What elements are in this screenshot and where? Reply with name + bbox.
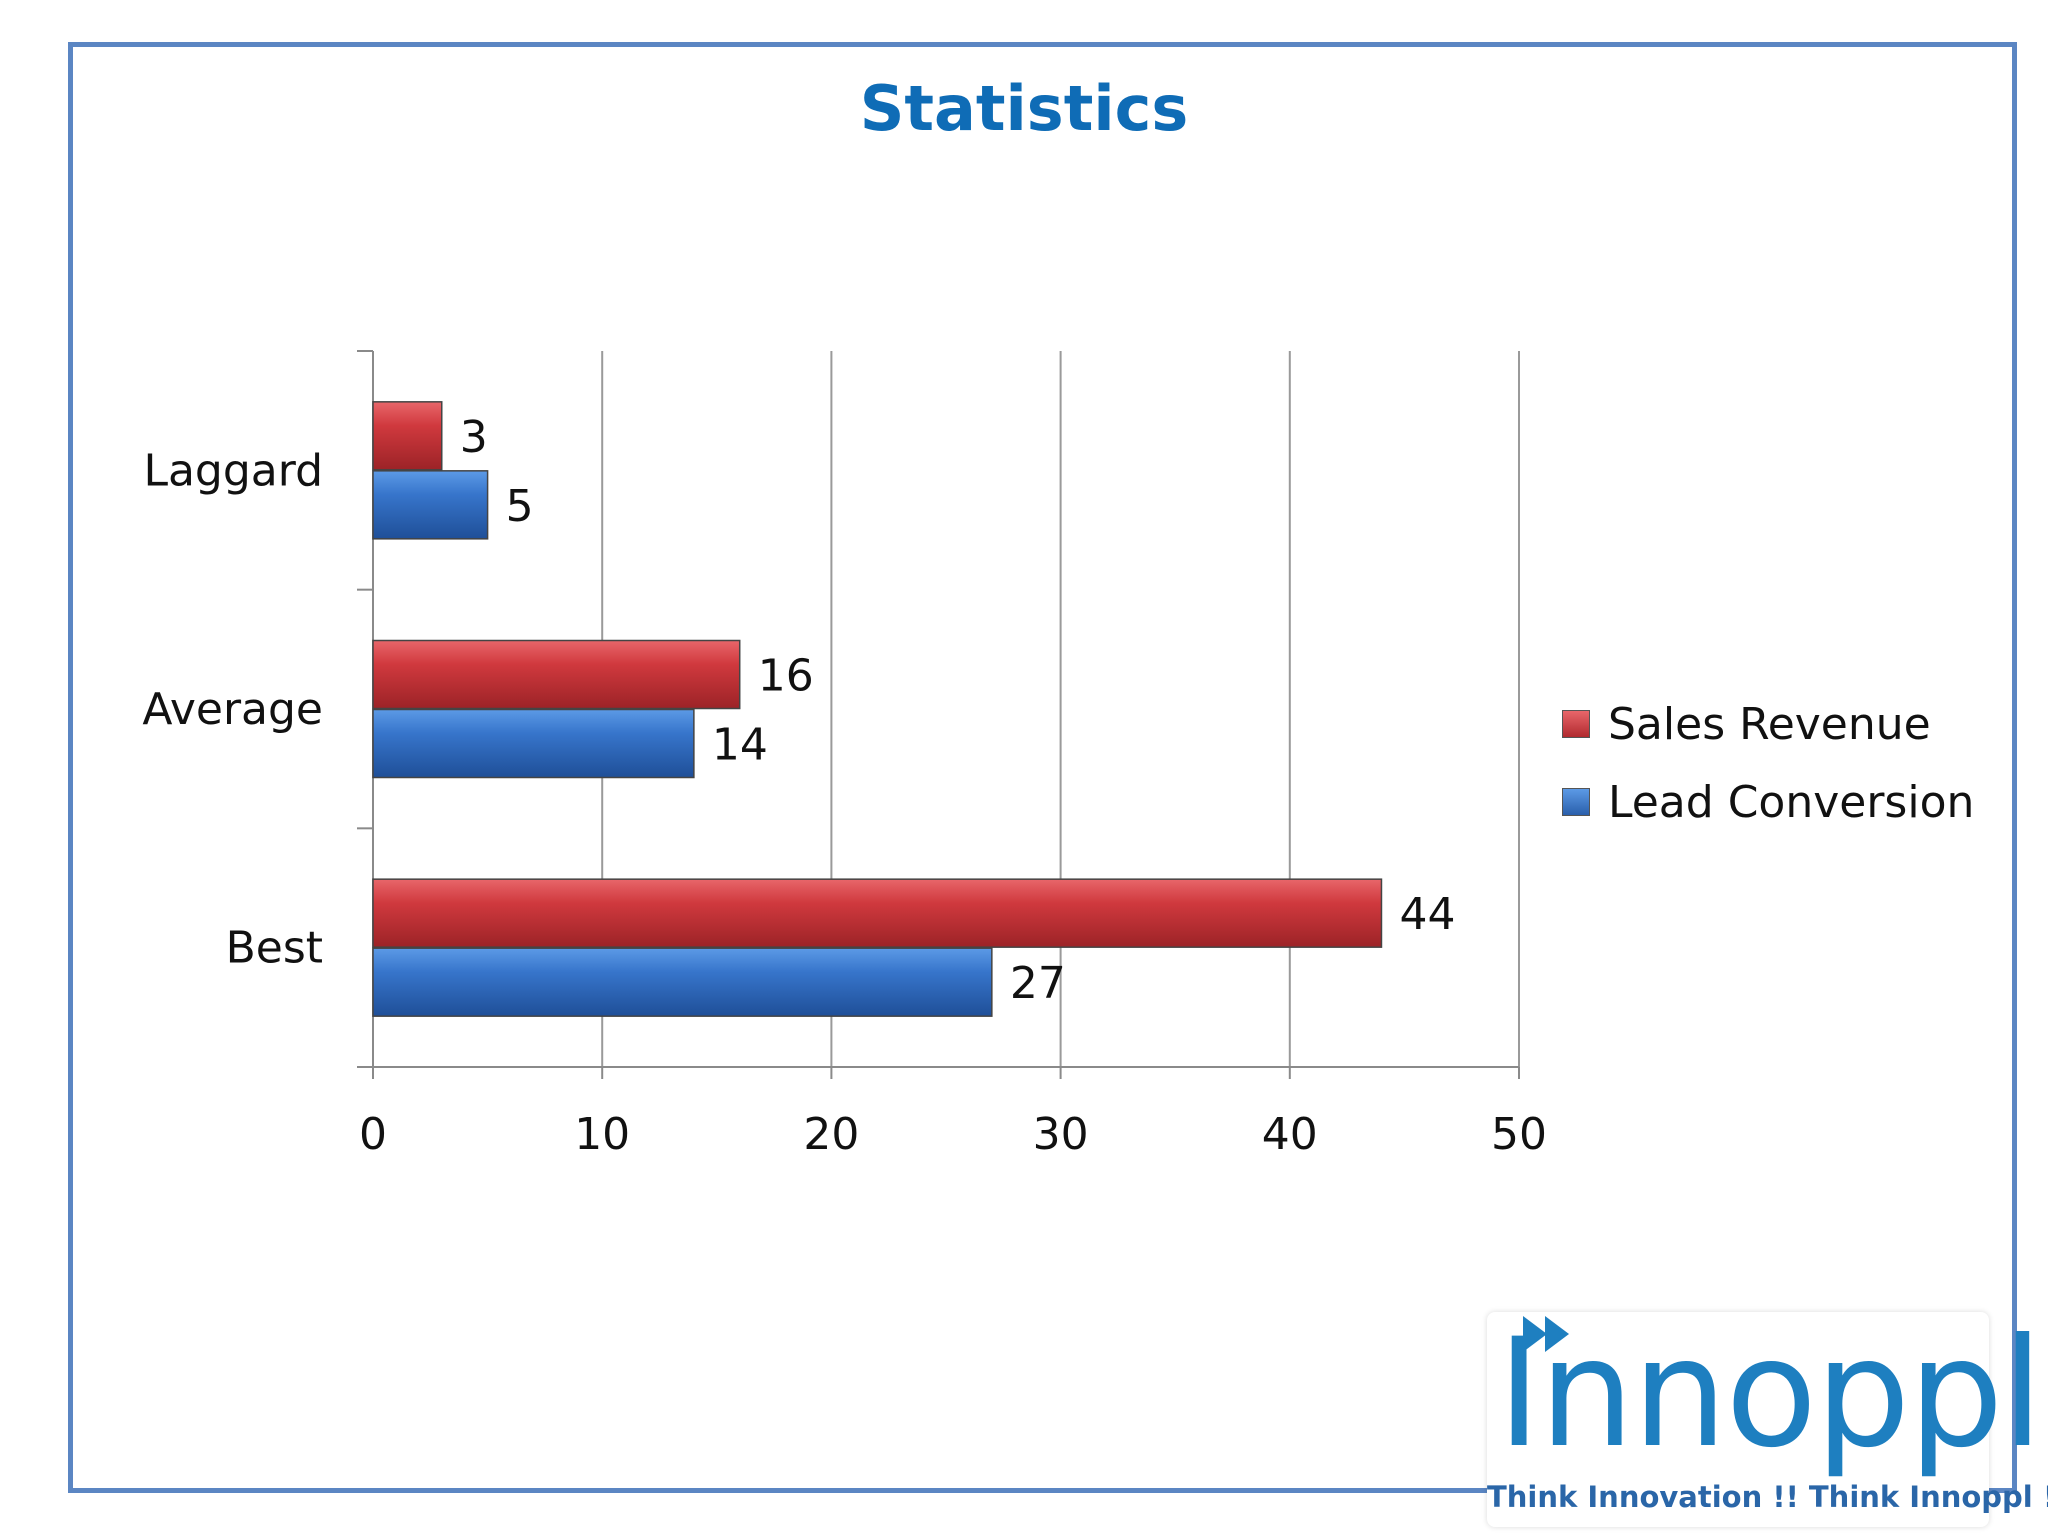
- data-label: 3: [460, 412, 488, 463]
- legend-item-lead-conversion: Lead Conversion: [1562, 763, 1974, 841]
- category-label: Laggard: [143, 445, 323, 496]
- innoppl-logo: Innoppl Think Innovation !! Think Innopp…: [1487, 1312, 2048, 1527]
- legend: Sales Revenue Lead Conversion: [1562, 685, 1974, 841]
- data-label: 44: [1399, 889, 1455, 940]
- labels: 0 10 20 30 40 50 Laggard 35 Average 16 14 Best 44 27: [142, 412, 1547, 1160]
- data-label: 16: [758, 651, 814, 702]
- x-tick-label: 50: [1491, 1109, 1547, 1160]
- legend-swatch-sales-revenue: [1562, 710, 1590, 738]
- legend-label: Sales Revenue: [1608, 698, 1931, 750]
- data-label: 5: [506, 481, 534, 532]
- logo-wordmark: Innoppl: [1497, 1307, 2043, 1481]
- x-tick-label: 30: [1033, 1109, 1089, 1160]
- x-tick-label: 40: [1262, 1109, 1318, 1160]
- legend-swatch-lead-conversion: [1562, 788, 1590, 816]
- data-label: 27: [1010, 958, 1066, 1009]
- category-label: Best: [226, 923, 323, 974]
- category-label: Average: [142, 684, 323, 735]
- x-tick-label: 10: [574, 1109, 630, 1160]
- bar-lead-conversion: [372, 470, 489, 540]
- bar-sales-revenue: [372, 401, 443, 471]
- legend-item-sales-revenue: Sales Revenue: [1562, 685, 1974, 763]
- logo-tagline: Think Innovation !! Think Innoppl !!: [1487, 1480, 2048, 1514]
- legend-label: Lead Conversion: [1608, 776, 1975, 828]
- bar-lead-conversion: [372, 947, 993, 1017]
- chart-title: Statistics: [859, 72, 1189, 145]
- data-label: 14: [712, 720, 768, 771]
- fast-forward-icon: [1523, 1316, 1569, 1352]
- x-tick-label: 0: [359, 1109, 387, 1160]
- bar-sales-revenue: [372, 639, 741, 710]
- bars: [372, 401, 1383, 1017]
- bar-lead-conversion: [372, 708, 695, 779]
- x-tick-label: 20: [803, 1109, 859, 1160]
- bar-sales-revenue: [372, 878, 1383, 948]
